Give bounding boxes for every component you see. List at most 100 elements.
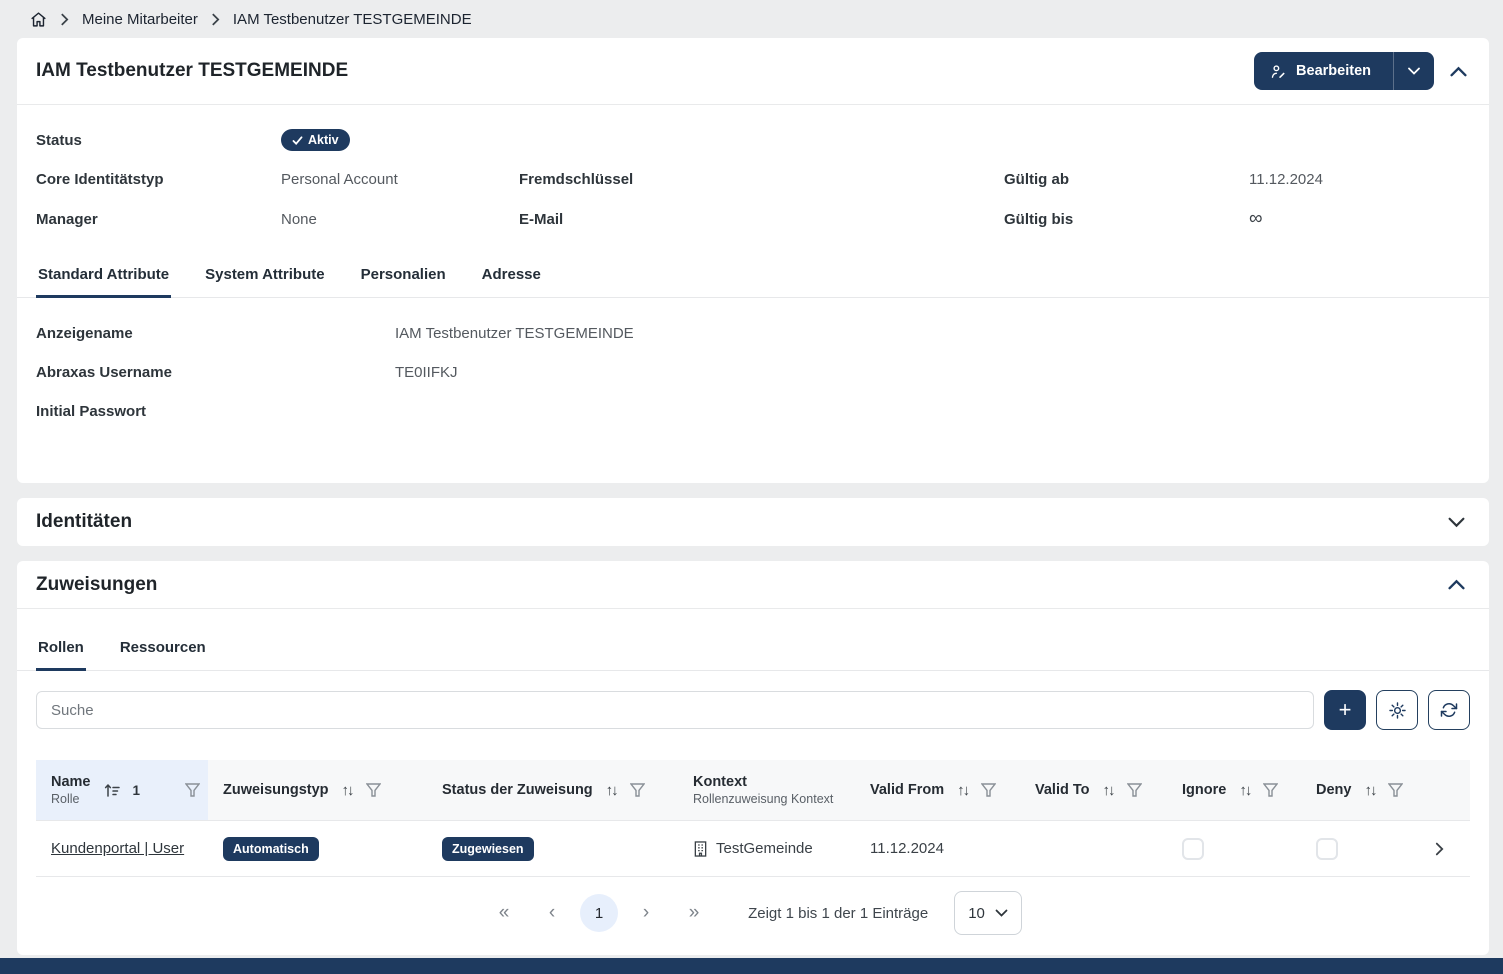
edit-button-label: Bearbeiten (1296, 63, 1371, 79)
assignments-section-title: Zuweisungen (36, 573, 158, 595)
chevron-right-icon (211, 13, 220, 26)
person-edit-icon (1270, 63, 1287, 80)
abraxas-username-label: Abraxas Username (36, 364, 172, 381)
valid-from-value: 11.12.2024 (1249, 171, 1323, 188)
sort-ascending-icon[interactable] (104, 783, 120, 797)
footer-bar (0, 958, 1503, 974)
building-icon (693, 840, 708, 857)
tab-ressourcen[interactable]: Ressourcen (119, 639, 206, 656)
tab-standard-attribute[interactable]: Standard Attribute (36, 258, 172, 298)
table-settings-button[interactable] (1376, 690, 1418, 730)
user-detail-fields: Status Aktiv Core Identitätstyp Personal… (17, 105, 1489, 244)
sort-icon[interactable]: ↑↓ (341, 781, 355, 799)
user-card-collapse-toggle[interactable] (1450, 66, 1467, 77)
chevron-down-icon (1448, 517, 1465, 527)
assignment-tabs: Rollen Ressourcen (17, 631, 1489, 671)
user-detail-card: IAM Testbenutzer TESTGEMEINDE Bearbeiten… (17, 38, 1489, 483)
anzeigename-value: IAM Testbenutzer TESTGEMEINDE (395, 325, 634, 342)
plus-icon: + (1338, 697, 1352, 722)
identities-card: Identitäten (17, 498, 1489, 546)
role-link[interactable]: Kundenportal | User (51, 840, 185, 857)
deny-checkbox[interactable] (1316, 837, 1338, 860)
filter-icon[interactable] (1126, 783, 1142, 797)
attribute-tabs: Standard Attribute System Attribute Pers… (17, 258, 1489, 298)
column-header-ignore: Ignore ↑↓ (1167, 760, 1301, 820)
filter-icon[interactable] (1388, 783, 1404, 797)
row-expand-chevron[interactable] (1420, 821, 1458, 876)
column-header-name: Name Rolle 1 (36, 760, 208, 820)
table-header-row: Name Rolle 1 Zuweisungstyp ↑↓ Stat (36, 760, 1470, 821)
chevron-down-icon (995, 909, 1008, 917)
column-header-zuweisungstyp: Zuweisungstyp ↑↓ (208, 760, 427, 820)
tab-adresse[interactable]: Adresse (481, 266, 541, 283)
last-page-button[interactable]: » (674, 893, 714, 933)
ignore-checkbox[interactable] (1182, 837, 1204, 860)
status-label: Status (36, 131, 82, 149)
edit-split-button[interactable]: Bearbeiten (1254, 52, 1434, 90)
manager-value: None (281, 210, 317, 228)
filter-icon[interactable] (185, 783, 200, 797)
next-page-button[interactable]: › (626, 893, 666, 933)
page-title: IAM Testbenutzer TESTGEMEINDE (36, 60, 349, 81)
column-header-valid-to: Valid To ↑↓ (1020, 760, 1167, 820)
identities-section-title: Identitäten (36, 511, 133, 532)
search-input[interactable] (36, 691, 1314, 729)
breadcrumb-link-meine-mitarbeiter[interactable]: Meine Mitarbeiter (82, 11, 198, 28)
identities-collapse-toggle[interactable] (1448, 517, 1465, 528)
valid-from-cell: 11.12.2024 (870, 840, 944, 857)
breadcrumb-current: IAM Testbenutzer TESTGEMEINDE (232, 11, 472, 28)
foreign-key-label: Fremdschlüssel (519, 171, 634, 188)
previous-page-button[interactable]: ‹ (532, 893, 572, 933)
abraxas-username-value: TE0IIFKJ (395, 364, 458, 381)
sort-icon[interactable]: ↑↓ (1364, 781, 1377, 799)
assignment-type-badge: Automatisch (223, 836, 319, 861)
core-identity-type-value: Personal Account (281, 171, 398, 188)
assignment-status-badge: Zugewiesen (442, 836, 534, 861)
chevron-up-icon (1450, 66, 1467, 76)
column-header-deny: Deny ↑↓ (1301, 760, 1420, 820)
sort-icon[interactable]: ↑↓ (1239, 781, 1252, 799)
chevron-right-icon (1435, 842, 1444, 855)
anzeigename-label: Anzeigename (36, 325, 133, 342)
sort-icon[interactable]: ↑↓ (1102, 781, 1116, 799)
add-assignment-button[interactable]: + (1324, 690, 1366, 730)
core-identity-type-label: Core Identitätstyp (36, 171, 164, 188)
sort-order-indicator: 1 (132, 782, 141, 798)
table-row[interactable]: Kundenportal | User Automatisch Zugewies… (36, 821, 1470, 877)
pagination: « ‹ 1 › » Zeigt 1 bis 1 der 1 Einträge 1… (36, 879, 1470, 955)
breadcrumb: Meine Mitarbeiter IAM Testbenutzer TESTG… (0, 0, 1503, 38)
valid-to-label: Gültig bis (1004, 210, 1074, 228)
context-value: TestGemeinde (716, 840, 813, 857)
tab-rollen[interactable]: Rollen (36, 631, 86, 671)
assignments-collapse-toggle[interactable] (1448, 579, 1465, 590)
edit-dropdown-toggle[interactable] (1393, 52, 1434, 90)
tab-personalien[interactable]: Personalien (360, 266, 446, 283)
chevron-up-icon (1448, 579, 1465, 590)
check-icon (292, 135, 303, 145)
current-page-button[interactable]: 1 (580, 894, 619, 932)
first-page-button[interactable]: « (484, 893, 524, 933)
status-badge: Aktiv (281, 129, 350, 151)
chevron-right-icon (60, 13, 69, 26)
assignments-card: Zuweisungen Rollen Ressourcen + Name Rol… (17, 561, 1489, 955)
valid-from-label: Gültig ab (1004, 171, 1069, 188)
sort-icon[interactable]: ↑↓ (605, 781, 619, 799)
filter-icon[interactable] (365, 783, 381, 797)
tab-system-attribute[interactable]: System Attribute (205, 266, 325, 283)
filter-icon[interactable] (629, 783, 645, 797)
refresh-icon (1440, 703, 1458, 717)
sort-icon[interactable]: ↑↓ (957, 781, 970, 799)
home-icon[interactable] (30, 11, 47, 28)
standard-attributes-panel: Anzeigename IAM Testbenutzer TESTGEMEIND… (17, 298, 1489, 483)
filter-icon[interactable] (1263, 783, 1279, 797)
roles-table: Name Rolle 1 Zuweisungstyp ↑↓ Stat (36, 760, 1470, 955)
valid-to-value: ∞ (1249, 208, 1263, 229)
pagination-info: Zeigt 1 bis 1 der 1 Einträge (748, 904, 929, 922)
column-header-status-der-zuweisung: Status der Zuweisung ↑↓ (427, 760, 678, 820)
refresh-button[interactable] (1428, 690, 1470, 730)
initial-passwort-label: Initial Passwort (36, 403, 147, 420)
page-size-select[interactable]: 10 (954, 891, 1022, 935)
assignments-toolbar: + (17, 671, 1489, 730)
filter-icon[interactable] (981, 783, 997, 797)
gear-icon (1388, 701, 1406, 719)
